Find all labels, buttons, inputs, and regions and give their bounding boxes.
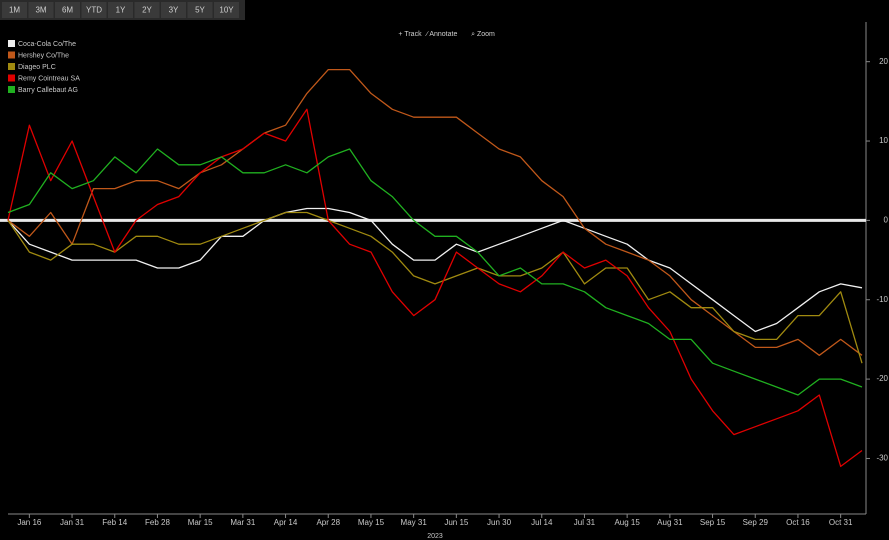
range-button[interactable] [161,2,186,18]
legend-swatch [8,63,15,70]
x-axis-label: 2023 [427,533,443,540]
series-line [7,108,863,468]
series-line [7,207,863,333]
tool-button[interactable]: + Track [398,31,422,38]
legend-label: Hershey Co/The [18,52,69,59]
y-tick-label: 0 [884,215,889,224]
x-tick-label: Jul 31 [574,518,596,527]
x-tick-label: Aug 15 [614,518,640,527]
range-button[interactable] [214,2,239,18]
legend-swatch [8,40,15,47]
range-button-label[interactable]: 3Y [169,6,179,15]
range-button[interactable] [28,2,54,18]
range-button-label[interactable]: 2Y [142,6,152,15]
legend-label: Barry Callebaut AG [18,87,78,94]
x-tick-label: Oct 31 [829,518,853,527]
x-tick-label: Mar 31 [230,518,255,527]
x-tick-label: Apr 28 [316,518,340,527]
x-tick-label: May 31 [401,518,428,527]
y-tick-label: -10 [876,295,888,304]
x-tick-label: Jun 15 [444,518,469,527]
range-button-label[interactable]: YTD [86,6,102,15]
legend-swatch [8,51,15,59]
tool-button[interactable]: ⌕ Zoom [471,31,495,38]
y-tick-label: -20 [876,374,888,383]
range-button-label[interactable]: 6M [62,6,73,15]
x-tick-label: Aug 31 [657,518,683,527]
range-button[interactable] [55,2,80,18]
tool-button[interactable]: ∕ Annotate [425,31,458,38]
x-tick-label: Mar 15 [188,518,213,527]
range-button-label[interactable]: 10Y [219,6,234,15]
x-tick-label: Jan 16 [17,518,42,527]
legend-label: Coca-Cola Co/The [18,41,76,48]
series-line [7,68,863,356]
series-line [7,211,863,364]
range-button-label[interactable]: 1M [9,6,20,15]
x-tick-label: Sep 15 [700,518,726,527]
x-tick-label: Jul 14 [531,518,553,527]
x-tick-label: Jan 31 [60,518,85,527]
y-tick-label: 10 [879,136,888,145]
legend-label: Diageo PLC [18,64,56,71]
range-button-label[interactable]: 1Y [116,6,126,15]
legend-swatch [8,74,15,82]
x-tick-label: Oct 16 [786,518,810,527]
x-tick-label: Feb 14 [102,518,127,527]
range-button-label[interactable]: 5Y [195,6,205,15]
legend-swatch [8,86,15,93]
series-line [7,148,863,396]
range-button[interactable] [134,2,160,18]
range-button[interactable] [2,2,27,18]
range-button-label[interactable]: 3M [35,6,46,15]
x-tick-label: Apr 14 [274,518,298,527]
x-tick-label: Sep 29 [743,518,769,527]
range-button[interactable] [108,2,133,18]
x-tick-label: Feb 28 [145,518,170,527]
legend-label: Remy Cointreau SA [18,75,80,82]
y-tick-label: -30 [876,454,888,463]
range-button[interactable] [81,2,107,18]
x-tick-label: May 15 [358,518,385,527]
range-button[interactable] [187,2,213,18]
x-tick-label: Jun 30 [487,518,512,527]
y-tick-label: 20 [879,57,888,66]
